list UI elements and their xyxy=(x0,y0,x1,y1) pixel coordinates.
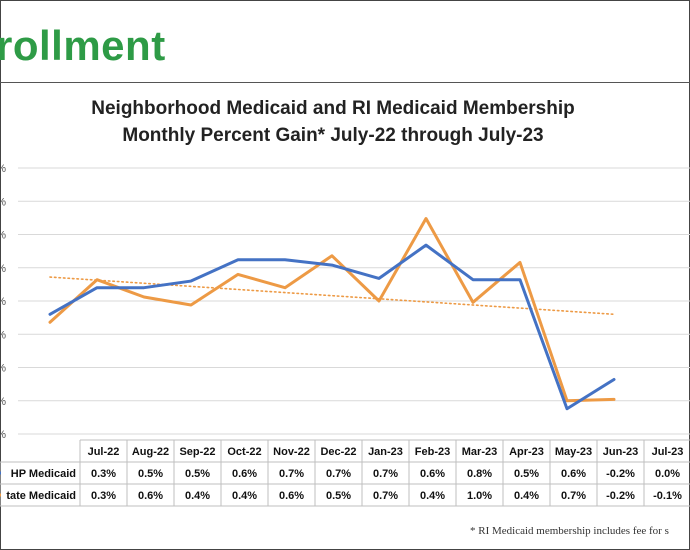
x-category-label: Jan-23 xyxy=(368,446,403,458)
chart-title: Neighborhood Medicaid and RI Medicaid Me… xyxy=(91,98,575,119)
table-value: 0.7% xyxy=(373,468,398,480)
y-tick-label: % xyxy=(0,396,6,408)
y-tick-label: % xyxy=(0,163,6,175)
table-value: 0.6% xyxy=(561,468,586,480)
x-category-label: Jul-22 xyxy=(88,446,120,458)
y-tick-label: % xyxy=(0,363,6,375)
table-value: 0.4% xyxy=(232,490,257,502)
table-value: 0.7% xyxy=(326,468,351,480)
y-tick-label: % xyxy=(0,196,6,208)
table-value: 0.5% xyxy=(185,468,210,480)
chart-subtitle: Monthly Percent Gain* July-22 through Ju… xyxy=(122,125,544,146)
y-tick-label: % xyxy=(0,230,6,242)
table-value: 1.0% xyxy=(467,490,492,502)
x-category-label: Mar-23 xyxy=(462,446,497,458)
series-name: HP Medicaid xyxy=(11,468,76,480)
table-value: 0.5% xyxy=(138,468,163,480)
y-tick-label: % xyxy=(0,329,6,341)
section-title: rollment xyxy=(0,22,166,69)
x-category-label: Apr-23 xyxy=(509,446,544,458)
trendline xyxy=(49,276,615,316)
table-value: 0.6% xyxy=(279,490,304,502)
table-value: 0.4% xyxy=(420,490,445,502)
header-divider xyxy=(0,82,690,83)
table-value: -0.2% xyxy=(606,490,635,502)
y-tick-label: % xyxy=(0,296,6,308)
series-line-hp-medicaid xyxy=(48,243,616,411)
table-value: 0.7% xyxy=(561,490,586,502)
chart-title-block: Neighborhood Medicaid and RI Medicaid Me… xyxy=(0,95,690,149)
x-category-label: Feb-23 xyxy=(415,446,450,458)
table-value: 0.5% xyxy=(326,490,351,502)
x-category-label: Oct-22 xyxy=(227,446,261,458)
footnote: * RI Medicaid membership includes fee fo… xyxy=(470,525,669,537)
table-value: 0.5% xyxy=(514,468,539,480)
table-value: 0.6% xyxy=(420,468,445,480)
x-category-label: Jun-23 xyxy=(603,446,638,458)
x-category-label: May-23 xyxy=(555,446,592,458)
table-value: 0.6% xyxy=(232,468,257,480)
table-value: 0.4% xyxy=(514,490,539,502)
table-value: 0.7% xyxy=(279,468,304,480)
table-value: 0.3% xyxy=(91,490,116,502)
table-value: 0.7% xyxy=(373,490,398,502)
table-value: 0.0% xyxy=(655,468,680,480)
table-value: 0.6% xyxy=(138,490,163,502)
table-value: 0.3% xyxy=(91,468,116,480)
y-tick-label: % xyxy=(0,429,6,441)
x-category-label: Dec-22 xyxy=(320,446,356,458)
series-line-state-medicaid xyxy=(48,217,616,403)
x-category-label: Aug-22 xyxy=(132,446,169,458)
table-value: -0.2% xyxy=(606,468,635,480)
x-category-label: Nov-22 xyxy=(273,446,310,458)
table-value: 0.4% xyxy=(185,490,210,502)
x-category-label: Jul-23 xyxy=(652,446,684,458)
y-tick-label: % xyxy=(0,263,6,275)
series-name: tate Medicaid xyxy=(6,490,76,502)
table-value: -0.1% xyxy=(653,490,682,502)
table-value: 0.8% xyxy=(467,468,492,480)
x-category-label: Sep-22 xyxy=(179,446,215,458)
